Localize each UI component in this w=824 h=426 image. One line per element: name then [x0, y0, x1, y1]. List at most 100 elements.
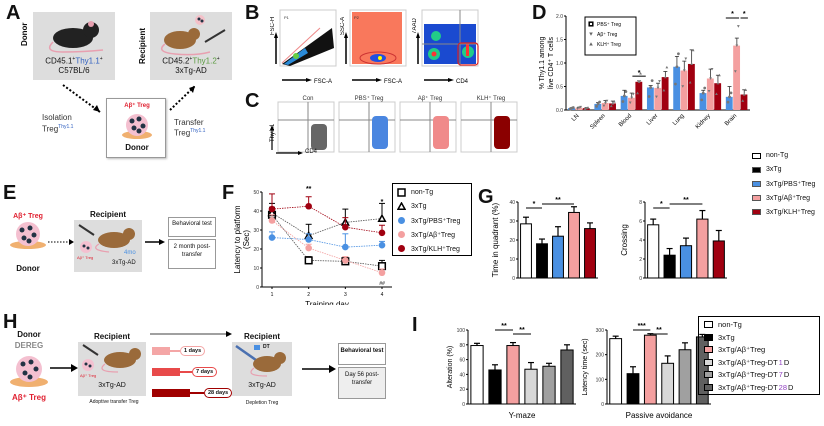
- bar-0: [520, 223, 532, 279]
- x-arrowhead: [306, 78, 312, 82]
- data-point: [728, 95, 731, 99]
- legend-marker: [397, 202, 406, 211]
- chart-d: 0.0 0.5 1.0 1.5 2.0 % Thy1.1 among live CD4⁺ T…: [539, 11, 750, 131]
- data-point-3: [268, 217, 276, 224]
- timeline-line-2: [190, 392, 204, 394]
- y-arrowhead: [344, 32, 348, 38]
- y-tick-label: 100: [596, 377, 605, 383]
- bar-1: [663, 254, 676, 279]
- bar-Kidney-1: [706, 78, 714, 110]
- x-tick-label: 4: [381, 292, 384, 298]
- x-arrowhead: [448, 78, 454, 82]
- center-label: Donor: [125, 143, 149, 152]
- e-donor-label: Donor: [16, 264, 40, 273]
- legend-marker-shape: [398, 217, 405, 224]
- e-mouse-syringe-icon: [78, 224, 135, 253]
- y-tick-label: 50: [253, 190, 259, 196]
- sig-label: *: [638, 70, 641, 77]
- flow-plot-b-1: P2 SSC-A FSC-A: [340, 9, 407, 85]
- y-tick-label: 0.0: [556, 108, 563, 114]
- bar-4: [542, 365, 556, 405]
- y-tick-label: 0: [601, 402, 604, 408]
- e-donor-title: Aβ⁺ Treg: [13, 213, 43, 220]
- data-point-2: [378, 241, 386, 249]
- bar-Spleen-1: [601, 102, 609, 110]
- data-point: [744, 88, 748, 91]
- bar-3: [524, 368, 538, 405]
- x-axis-label: FSC-A: [314, 79, 332, 85]
- data-point-0: [304, 256, 313, 265]
- data-point: [690, 62, 694, 66]
- data-point: [716, 81, 720, 85]
- data-point-4: [378, 229, 386, 237]
- y-tick-label: 1.0: [556, 61, 563, 67]
- x-tick-label: Kidney: [695, 113, 712, 130]
- data-point: [665, 65, 669, 69]
- legend-item: 3xTg/Aβ⁺Treg-DT 1 D: [704, 358, 789, 367]
- data-point: [604, 101, 607, 105]
- legend-marker-shape: [398, 245, 405, 252]
- legend-label: 3xTg/Aβ⁺Treg-DT: [718, 382, 778, 392]
- chart-f: 0 10 20 30 40 50 1 2 3 4 Training day Latency to pl…: [233, 186, 392, 305]
- data-point: [691, 48, 695, 52]
- legend-marker-shape: [397, 202, 406, 211]
- legend-item: 3xTg/Aβ⁺Treg: [704, 345, 765, 354]
- timeline-bar-1: [152, 368, 180, 376]
- data-point: [741, 99, 745, 102]
- legend-item: 3xTg/Aβ⁺Treg: [752, 194, 810, 202]
- bar-2: [552, 235, 564, 279]
- donor-side-label: Donor: [20, 22, 29, 46]
- panel-label-h: H: [3, 311, 18, 333]
- data-point: [571, 106, 575, 109]
- treg-cells-icon: [122, 114, 152, 139]
- y-axis-label: 7AAD: [412, 18, 418, 34]
- data-point-3: [342, 257, 349, 264]
- y-tick-label: 300: [596, 328, 605, 334]
- recipient-strain: 3xTg-AD: [175, 66, 207, 75]
- sig-label: **: [555, 197, 561, 204]
- data-point: [703, 86, 707, 90]
- transfer-label: Transfer: [174, 118, 204, 127]
- y-tick-label: 10: [253, 266, 259, 272]
- gate-ellipse: [359, 51, 397, 65]
- timeline-line-1: [180, 371, 192, 373]
- legend-item: 3xTg/Aβ⁺Treg: [397, 230, 455, 239]
- y-tick-label: 4: [639, 238, 642, 244]
- legend-marker: [398, 245, 405, 252]
- legend-swatch: [752, 195, 761, 201]
- bar-Brain-0: [725, 96, 733, 110]
- h-dereg: DEREG: [14, 341, 44, 350]
- bar-1: [536, 243, 548, 279]
- panel-label-g: G: [478, 186, 494, 208]
- data-point-0: [377, 262, 387, 271]
- data-point: [647, 95, 651, 98]
- legend-day: 7: [778, 370, 783, 379]
- chart-i-passive: 0 100 200 300 Latency time (sec) Passive avoi…: [582, 323, 711, 420]
- y-tick-label: 20: [509, 238, 515, 244]
- cluster-1-core: [431, 51, 437, 57]
- bar-Lung-2: [687, 63, 695, 110]
- sig-label: **: [501, 323, 507, 330]
- x-tick-label: Blood: [618, 113, 633, 128]
- bar-2: [506, 345, 520, 405]
- y-axis-label: FSC-H: [270, 17, 276, 35]
- transfer-treg: Treg: [174, 128, 191, 138]
- x-tick-label: Liver: [646, 113, 659, 126]
- legend-swatch: [704, 383, 713, 391]
- plot-title: PBS⁺ Treg: [355, 95, 384, 102]
- legend-marker: [589, 42, 593, 46]
- c-xaxis-label: CD4: [305, 149, 318, 155]
- e-strain: 3xTg-AD: [112, 260, 136, 266]
- data-point: [630, 96, 634, 100]
- data-point: [715, 92, 718, 96]
- data-point: [583, 107, 587, 110]
- series-line-4: [271, 205, 383, 234]
- data-point: [602, 104, 606, 108]
- bar-3: [568, 211, 580, 279]
- data-point: [656, 86, 660, 90]
- c-axis-arrows: [270, 125, 303, 155]
- legend-label: 3xTg/Aβ⁺Treg-DT: [718, 357, 778, 367]
- y-tick-label: 10: [509, 257, 515, 263]
- arrows-a: [62, 84, 196, 113]
